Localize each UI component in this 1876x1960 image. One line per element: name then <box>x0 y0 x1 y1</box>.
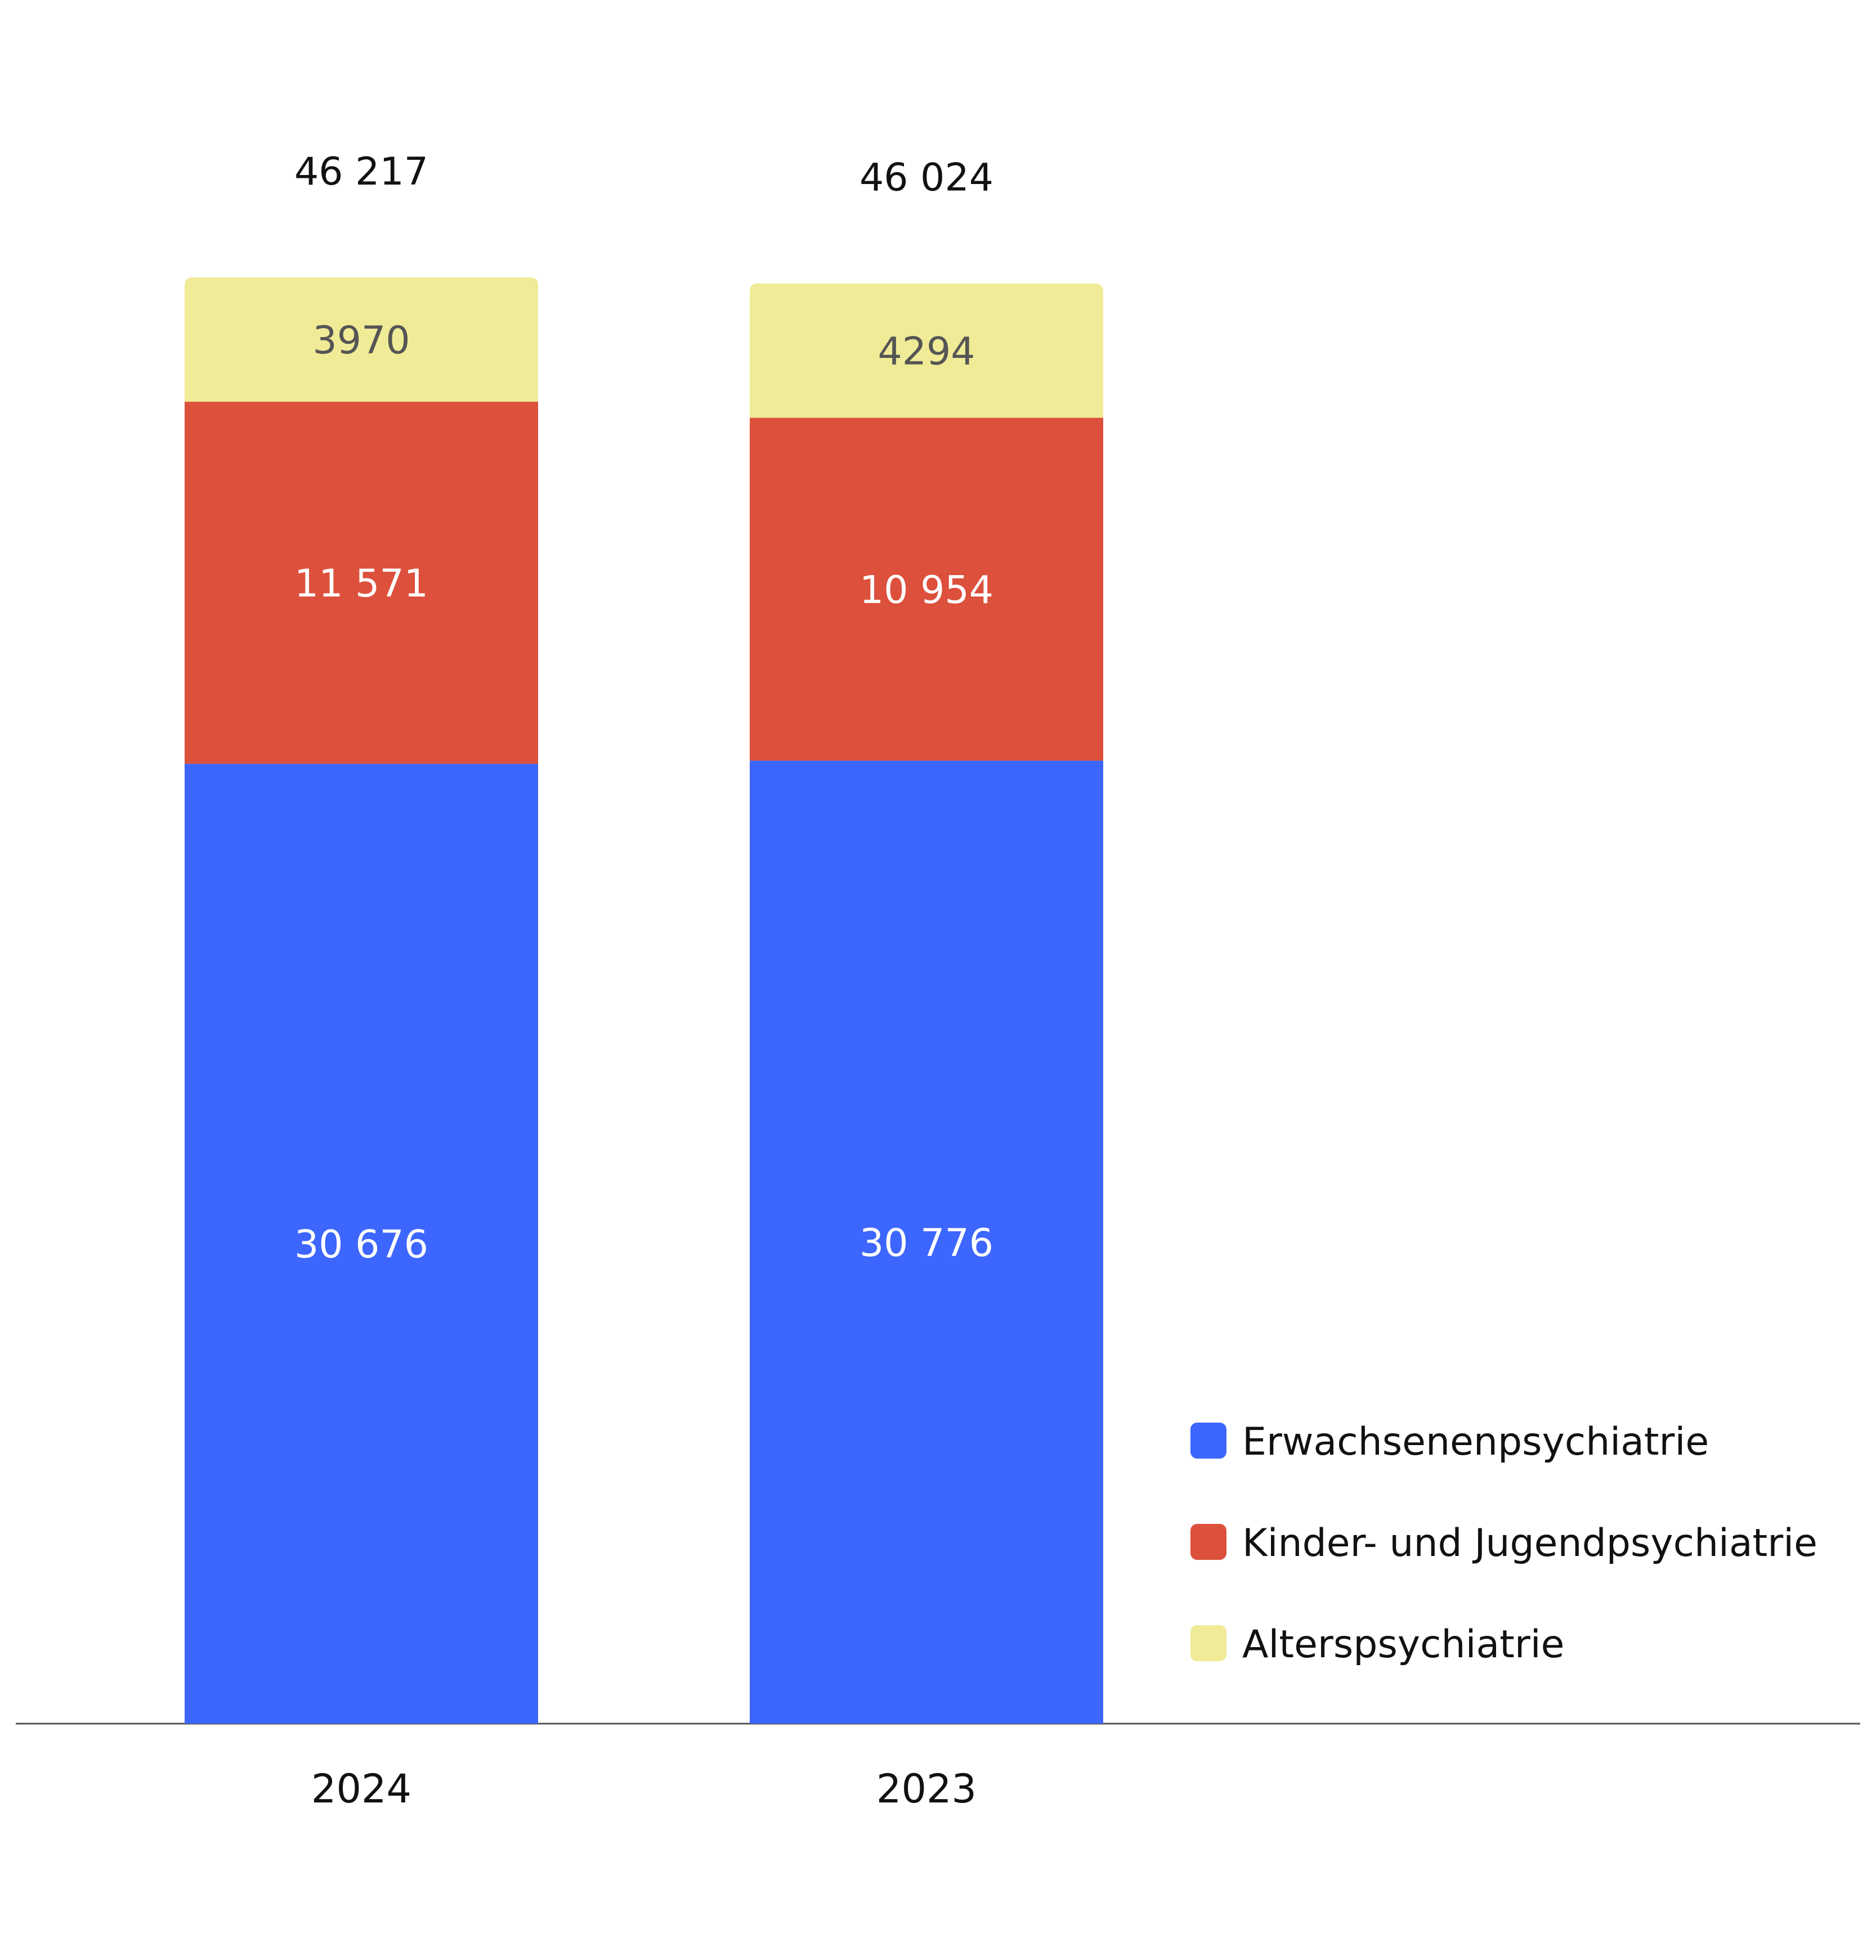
total-label-2023: 46 024 <box>859 156 993 200</box>
bar-segment-2023-1 <box>750 760 1103 1724</box>
data-label-2024-3: 3970 <box>312 319 410 363</box>
data-label-2024-2: 11 571 <box>294 562 428 606</box>
legend: Erwachsenenpsychiatrie Kinder- und Jugend… <box>1190 1420 1817 1667</box>
x-tick-label-2023: 2023 <box>876 1766 977 1812</box>
bar-segment-2023-2 <box>750 418 1103 761</box>
total-label-2024: 46 217 <box>294 150 428 194</box>
legend-swatch-3 <box>1190 1625 1226 1661</box>
data-label-2023-3: 4294 <box>877 330 975 374</box>
legend-label-1: Erwachsenenpsychiatrie <box>1242 1420 1709 1464</box>
legend-label-2: Kinder- und Jugendpsychiatrie <box>1242 1521 1817 1566</box>
data-label-2023-2: 10 954 <box>859 568 993 613</box>
bar-segment-2024-2 <box>185 401 538 764</box>
x-tick-label-2024: 2024 <box>311 1766 411 1812</box>
data-label-2023-1: 30 776 <box>859 1221 993 1266</box>
bar-segment-2023-3 <box>750 283 1103 418</box>
legend-label-3: Alterspsychiatrie <box>1242 1622 1565 1667</box>
legend-swatch-2 <box>1190 1524 1226 1560</box>
bar-segment-2024-1 <box>185 764 538 1724</box>
bar-segment-2024-3 <box>185 277 538 402</box>
data-label-2024-1: 30 676 <box>294 1223 428 1267</box>
legend-swatch-1 <box>1190 1423 1226 1459</box>
